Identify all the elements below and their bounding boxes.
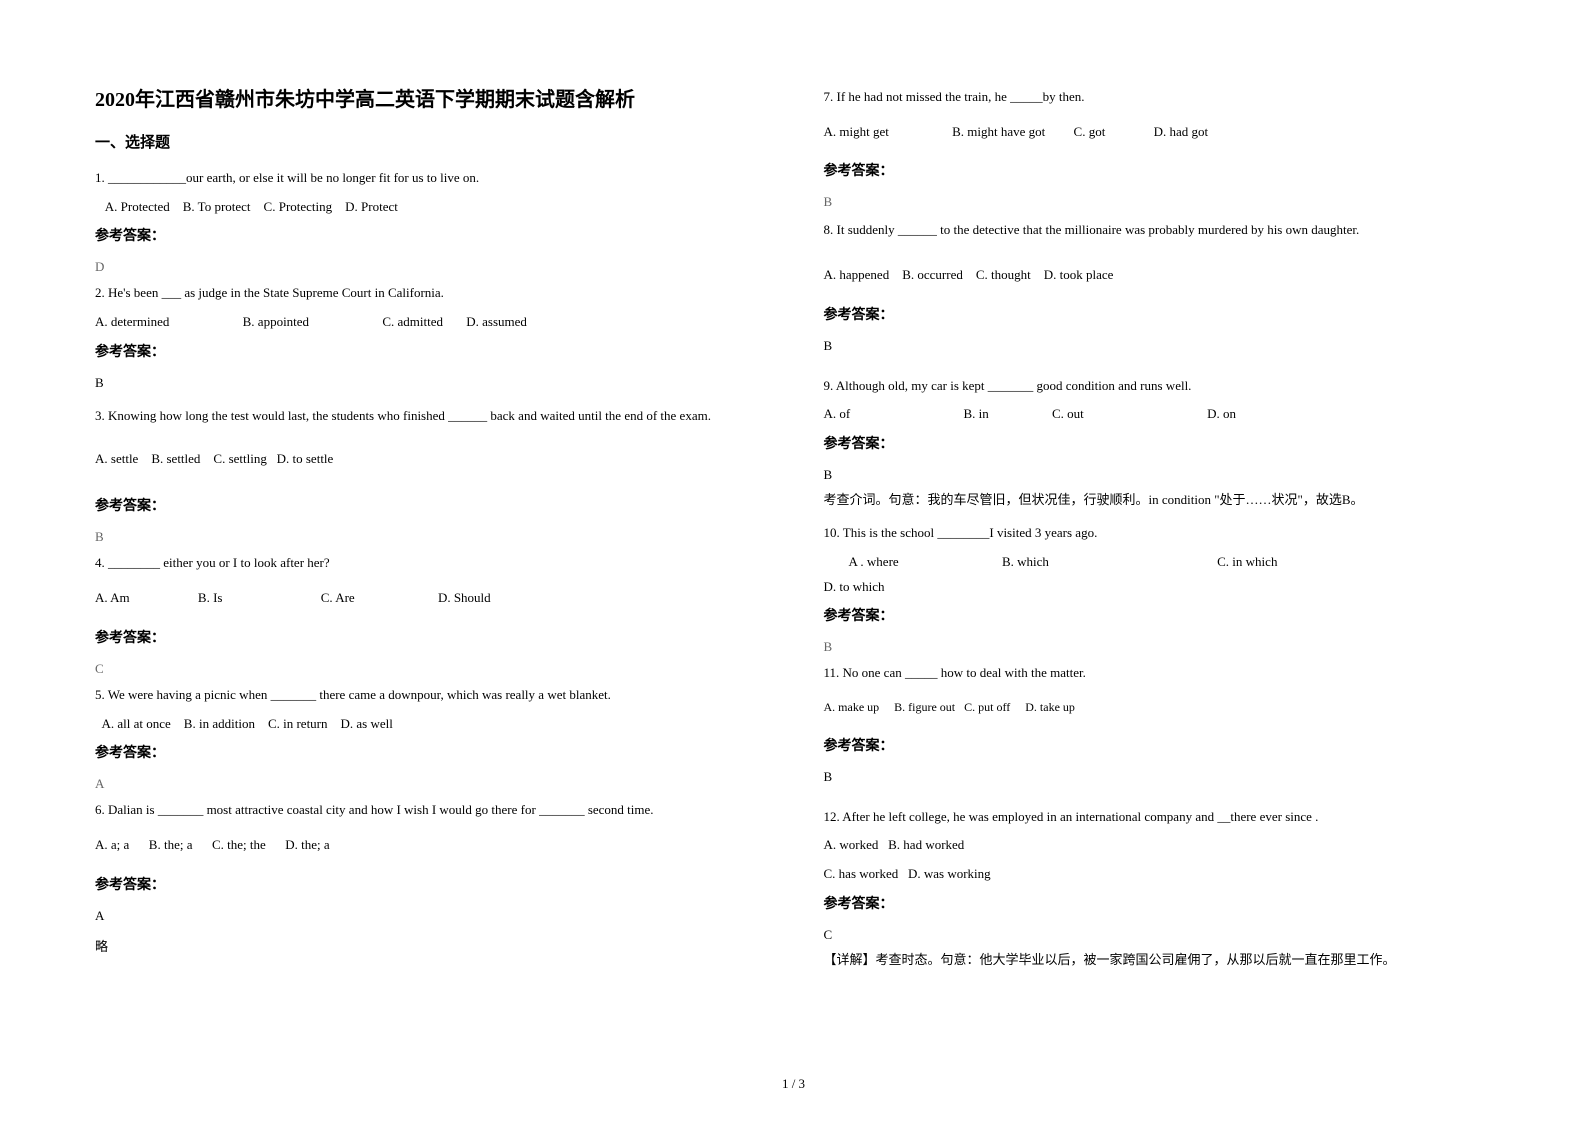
q6-text: 6. Dalian is _______ most attractive coa… [95, 798, 764, 823]
q4-opt-b: B. Is [198, 586, 223, 611]
q9-text: 9. Although old, my car is kept _______ … [824, 374, 1493, 399]
q7-opt-d: D. had got [1154, 120, 1209, 145]
right-column: 7. If he had not missed the train, he __… [824, 85, 1493, 1035]
q11-answer: B [824, 769, 1493, 785]
q9-answer-label: 参考答案： [824, 433, 1493, 453]
q8-text: 8. It suddenly ______ to the detective t… [824, 216, 1493, 245]
q4-opt-d: D. Should [438, 586, 491, 611]
q1-answer-label: 参考答案： [95, 225, 764, 245]
q12-answer: C [824, 927, 1493, 943]
q10-opt-b: B. which [1002, 550, 1049, 575]
q3-answer: B [95, 529, 764, 545]
q10-answer: B [824, 639, 1493, 655]
q12-options-2: C. has worked D. was working [824, 862, 1493, 887]
q3-options: A. settle B. settled C. settling D. to s… [95, 447, 764, 472]
q4-answer: C [95, 661, 764, 677]
q10-text: 10. This is the school ________I visited… [824, 521, 1493, 546]
q11-answer-label: 参考答案： [824, 735, 1493, 755]
q4-text: 4. ________ either you or I to look afte… [95, 551, 764, 576]
page-title: 2020年江西省赣州市朱坊中学高二英语下学期期末试题含解析 [95, 85, 764, 115]
q2-opt-a: A. determined [95, 310, 169, 335]
q2-opt-b: B. appointed [243, 310, 309, 335]
left-column: 2020年江西省赣州市朱坊中学高二英语下学期期末试题含解析 一、选择题 1. _… [95, 85, 764, 1035]
q5-answer: A [95, 776, 764, 792]
q9-opt-c: C. out [1052, 402, 1084, 427]
q7-answer: B [824, 194, 1493, 210]
q1-answer: D [95, 259, 764, 275]
q7-answer-label: 参考答案： [824, 160, 1493, 180]
q9-opt-a: A. of [824, 402, 851, 427]
q8-answer: B [824, 338, 1493, 354]
q9-answer: B [824, 467, 1493, 483]
q6-options: A. a; a B. the; a C. the; the D. the; a [95, 833, 764, 858]
q5-answer-label: 参考答案： [95, 742, 764, 762]
page-number: 1 / 3 [782, 1076, 805, 1092]
q9-opt-b: B. in [963, 402, 988, 427]
q10-opt-c: C. in which [1217, 550, 1277, 575]
q6-answer-label: 参考答案： [95, 874, 764, 894]
section-header: 一、选择题 [95, 131, 764, 152]
q10-options: A . where B. which C. in which D. to whi… [824, 550, 1493, 599]
q12-options-1: A. worked B. had worked [824, 833, 1493, 858]
q5-text: 5. We were having a picnic when _______ … [95, 683, 764, 708]
q11-options: A. make up B. figure out C. put off D. t… [824, 696, 1493, 719]
q7-opt-c: C. got [1074, 120, 1106, 145]
q8-answer-label: 参考答案： [824, 304, 1493, 324]
q2-text: 2. He's been ___ as judge in the State S… [95, 281, 764, 306]
two-column-layout: 2020年江西省赣州市朱坊中学高二英语下学期期末试题含解析 一、选择题 1. _… [95, 85, 1492, 1035]
q4-opt-a: A. Am [95, 586, 130, 611]
q9-options: A. of B. in C. out D. on [824, 402, 1493, 427]
q11-text: 11. No one can _____ how to deal with th… [824, 661, 1493, 686]
q9-opt-d: D. on [1207, 402, 1236, 427]
q3-text: 3. Knowing how long the test would last,… [95, 403, 764, 429]
q3-answer-label: 参考答案： [95, 495, 764, 515]
q2-opt-c: C. admitted [382, 310, 443, 335]
q4-options: A. Am B. Is C. Are D. Should [95, 586, 764, 611]
q4-opt-c: C. Are [321, 586, 355, 611]
q2-answer-label: 参考答案： [95, 341, 764, 361]
q1-text: 1. ____________our earth, or else it wil… [95, 166, 764, 191]
q7-options: A. might get B. might have got C. got D.… [824, 120, 1493, 145]
q12-answer-label: 参考答案： [824, 893, 1493, 913]
q7-text: 7. If he had not missed the train, he __… [824, 85, 1493, 110]
q2-answer: B [95, 375, 764, 391]
q5-options: A. all at once B. in addition C. in retu… [95, 712, 764, 737]
q7-opt-b: B. might have got [952, 120, 1045, 145]
q10-opt-d: D. to which [824, 575, 885, 600]
q12-explain: 【详解】考查时态。句意：他大学毕业以后，被一家跨国公司雇佣了，从那以后就一直在那… [824, 949, 1493, 971]
q9-explain: 考查介词。句意：我的车尽管旧，但状况佳，行驶顺利。in condition "处… [824, 489, 1493, 511]
q12-text: 12. After he left college, he was employ… [824, 805, 1493, 830]
q2-options: A. determined B. appointed C. admitted D… [95, 310, 764, 335]
q6-answer: A [95, 908, 764, 924]
q4-answer-label: 参考答案： [95, 627, 764, 647]
q7-opt-a: A. might get [824, 120, 889, 145]
q10-answer-label: 参考答案： [824, 605, 1493, 625]
q1-options: A. Protected B. To protect C. Protecting… [95, 195, 764, 220]
q6-explain: 略 [95, 936, 764, 958]
q8-options: A. happened B. occurred C. thought D. to… [824, 263, 1493, 288]
q10-opt-a: A . where [849, 550, 899, 575]
q2-opt-d: D. assumed [466, 310, 527, 335]
